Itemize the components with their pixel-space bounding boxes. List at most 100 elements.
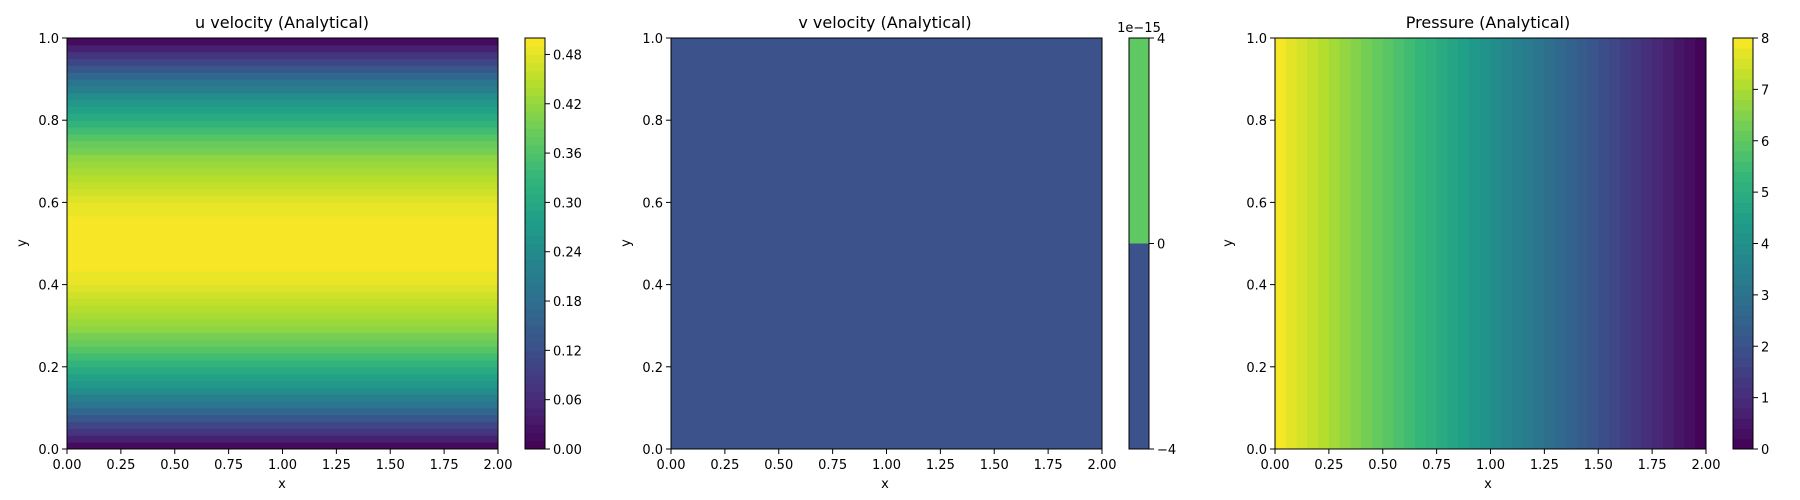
colorbar-segment — [1733, 89, 1753, 101]
u-contour-band — [67, 359, 498, 368]
u-contour-band — [67, 195, 498, 203]
pressure-plot-area: 0.00 0.25 0.50 0.75 1.00 1.25 1.50 1.75 2.00 0.0 0… — [1246, 32, 1720, 473]
colorbar-segment — [525, 169, 545, 179]
colorbar-segment — [1733, 79, 1753, 90]
colorbar-segment — [525, 333, 545, 343]
colorbar-segment — [1733, 243, 1753, 255]
y-tick-label: 0.4 — [38, 279, 59, 294]
u-contour-band — [67, 92, 498, 101]
colorbar-segment — [525, 383, 545, 392]
colorbar-segment — [525, 46, 545, 55]
colorbar-segment — [525, 366, 545, 376]
pressure-contour-band — [1512, 38, 1524, 449]
colorbar-tick-label: 4 — [1157, 32, 1165, 47]
colorbar-segment — [525, 399, 545, 409]
x-tick-label: 0.00 — [53, 458, 82, 473]
u-contour-band — [67, 442, 498, 450]
x-tick-label: 1.75 — [1034, 458, 1063, 473]
y-tick-label: 0.0 — [1246, 443, 1267, 458]
u-contour-band — [67, 168, 498, 176]
pressure-contour-band — [1371, 38, 1384, 449]
u-contour-band — [67, 181, 498, 190]
x-tick-label: 0.25 — [1314, 458, 1343, 473]
u-contour-band — [67, 428, 498, 436]
u-contour-band — [67, 140, 498, 149]
colorbar-tick-label: 0.00 — [553, 443, 582, 458]
x-tick-label: 0.25 — [106, 458, 135, 473]
colorbar-segment — [525, 432, 545, 442]
colorbar-segment — [525, 259, 545, 269]
u-contour-band — [67, 325, 498, 334]
colorbar-segment — [525, 276, 545, 286]
u-contour-band — [67, 401, 498, 409]
colorbar-segment — [525, 424, 545, 434]
pressure-contour-band — [1630, 38, 1642, 449]
colorbar-tick-label: 0.36 — [553, 147, 582, 162]
y-tick-label: 0.8 — [38, 114, 59, 129]
colorbar-segment — [1733, 58, 1753, 70]
colorbar-segment — [1733, 38, 1753, 49]
pressure-contour-band — [1565, 38, 1578, 449]
u-contour-band — [67, 421, 498, 429]
colorbar-segment — [525, 202, 545, 212]
colorbar-segment — [525, 407, 545, 417]
u-contour-band — [67, 133, 498, 142]
pressure-contour-band — [1447, 38, 1459, 449]
pressure-contour-band — [1609, 38, 1621, 449]
x-tick-label: 1.75 — [1638, 458, 1667, 473]
colorbar-segment — [525, 70, 545, 80]
u-contour-band — [67, 407, 498, 416]
colorbar-segment — [1733, 315, 1753, 327]
colorbar-segment — [1733, 418, 1753, 429]
colorbar-tick-label: 3 — [1761, 289, 1769, 304]
colorbar-segment — [525, 284, 545, 294]
colorbar-segment — [525, 194, 545, 203]
colorbar-segment — [525, 144, 545, 154]
y-tick-label: 0.0 — [642, 443, 663, 458]
colorbar-segment — [525, 227, 545, 236]
colorbar-segment — [525, 309, 545, 318]
colorbar-tick-label: 2 — [1761, 340, 1769, 355]
pressure-contour-band — [1458, 38, 1470, 449]
pressure-contour-band — [1479, 38, 1491, 449]
u-contour-band — [67, 85, 498, 94]
u-contour-band — [67, 394, 498, 402]
u-contour-band — [67, 99, 498, 107]
u-contour-band — [67, 175, 498, 183]
pressure-contour-band — [1404, 38, 1416, 449]
u-contour-band — [67, 202, 498, 210]
pressure-contour-band — [1555, 38, 1567, 449]
u-contour-band — [67, 305, 498, 313]
colorbar-segment — [1733, 356, 1753, 368]
colorbar-segment — [525, 268, 545, 277]
colorbar-segment — [525, 317, 545, 327]
u-contour-band — [67, 380, 498, 388]
u-contour-band — [67, 236, 498, 244]
colorbar-segment — [1733, 68, 1753, 80]
x-tick-label: 0.50 — [764, 458, 793, 473]
colorbar-segment — [525, 161, 545, 171]
colorbar-tick-label: 0.12 — [553, 344, 582, 359]
y-tick-label: 0.6 — [642, 196, 663, 211]
colorbar-segment — [525, 210, 545, 220]
pressure-contour-band — [1307, 38, 1319, 449]
colorbar-segment — [1733, 109, 1753, 121]
colorbar-segment — [1733, 264, 1753, 275]
pressure-contour-band — [1652, 38, 1664, 449]
u-contour-band — [67, 312, 498, 320]
u-contour-band — [67, 209, 498, 217]
pressure-contour-band — [1436, 38, 1448, 449]
colorbar-segment — [525, 325, 545, 335]
colorbar-segment — [1733, 428, 1753, 440]
u-contour-band — [67, 65, 498, 73]
colorbar-segment — [1733, 253, 1753, 265]
colorbar-segment — [1733, 407, 1753, 419]
colorbar-segment — [1733, 377, 1753, 388]
pressure-contour-band — [1415, 38, 1427, 449]
v-velocity-plot-area: 0.00 0.25 0.50 0.75 1.00 1.25 1.50 1.75 2.00 0.0 0… — [642, 32, 1116, 473]
x-tick-label: 2.00 — [484, 458, 513, 473]
pressure-contour-band — [1339, 38, 1351, 449]
u-contour-band — [67, 346, 498, 354]
y-tick-label: 0.4 — [642, 279, 663, 294]
colorbar-segment — [1733, 212, 1753, 224]
